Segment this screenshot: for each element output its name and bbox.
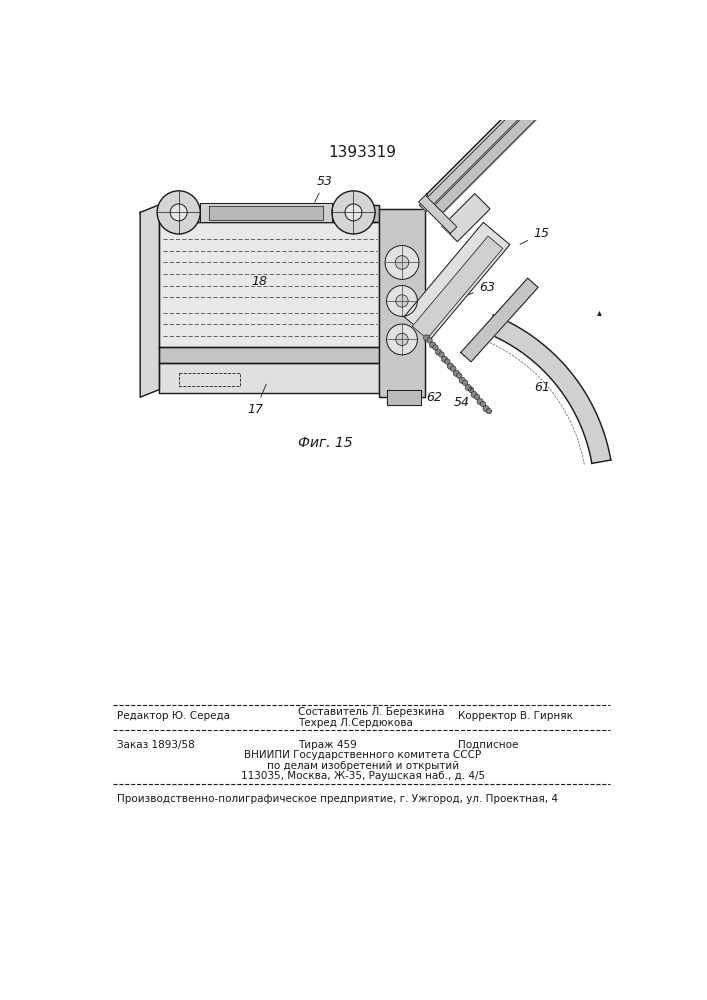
Circle shape bbox=[477, 399, 483, 405]
Circle shape bbox=[459, 377, 465, 383]
Circle shape bbox=[439, 352, 444, 357]
Polygon shape bbox=[426, 42, 596, 212]
Circle shape bbox=[396, 333, 408, 346]
Text: 15: 15 bbox=[520, 227, 549, 244]
Text: Тираж 459: Тираж 459 bbox=[298, 740, 357, 750]
Polygon shape bbox=[442, 194, 490, 242]
Polygon shape bbox=[435, 59, 589, 212]
Circle shape bbox=[457, 373, 462, 378]
Circle shape bbox=[170, 204, 187, 221]
Text: 63: 63 bbox=[469, 281, 495, 295]
Polygon shape bbox=[486, 315, 611, 463]
Circle shape bbox=[448, 363, 453, 369]
Circle shape bbox=[471, 391, 477, 398]
Text: 62: 62 bbox=[426, 391, 443, 404]
Circle shape bbox=[385, 246, 419, 279]
Circle shape bbox=[429, 342, 436, 348]
Polygon shape bbox=[461, 278, 538, 362]
Text: 17: 17 bbox=[247, 384, 266, 416]
Text: Техред Л.Сердюкова: Техред Л.Сердюкова bbox=[298, 718, 413, 728]
Text: по делам изобретений и открытий: по делам изобретений и открытий bbox=[267, 761, 459, 771]
Polygon shape bbox=[160, 205, 379, 222]
Polygon shape bbox=[387, 389, 421, 405]
Polygon shape bbox=[379, 209, 425, 397]
Circle shape bbox=[483, 406, 489, 412]
Text: 18: 18 bbox=[252, 275, 267, 288]
Circle shape bbox=[486, 408, 491, 414]
Text: 113035, Москва, Ж-35, Раушская наб., д. 4/5: 113035, Москва, Ж-35, Раушская наб., д. … bbox=[240, 771, 485, 781]
Text: 54: 54 bbox=[454, 388, 472, 409]
Polygon shape bbox=[419, 195, 457, 233]
Text: 61: 61 bbox=[534, 381, 551, 394]
Circle shape bbox=[465, 384, 472, 391]
Circle shape bbox=[345, 204, 362, 221]
Polygon shape bbox=[412, 236, 503, 339]
Circle shape bbox=[433, 345, 438, 350]
Text: Редактор Ю. Середа: Редактор Ю. Середа bbox=[117, 711, 230, 721]
Circle shape bbox=[427, 338, 432, 343]
Text: 1393319: 1393319 bbox=[329, 145, 397, 160]
Circle shape bbox=[480, 401, 486, 407]
Polygon shape bbox=[404, 222, 510, 339]
Text: Заказ 1893/58: Заказ 1893/58 bbox=[117, 740, 195, 750]
Text: Производственно-полиграфическое предприятие, г. Ужгород, ул. Проектная, 4: Производственно-полиграфическое предприя… bbox=[117, 794, 558, 804]
Circle shape bbox=[332, 191, 375, 234]
Polygon shape bbox=[160, 347, 379, 363]
Text: Корректор В. Гирняк: Корректор В. Гирняк bbox=[458, 711, 573, 721]
Text: Фиг. 15: Фиг. 15 bbox=[298, 436, 352, 450]
Polygon shape bbox=[140, 205, 160, 397]
Circle shape bbox=[469, 387, 474, 393]
Circle shape bbox=[387, 286, 417, 316]
Circle shape bbox=[396, 295, 408, 307]
Polygon shape bbox=[209, 206, 322, 220]
Polygon shape bbox=[200, 203, 332, 222]
Polygon shape bbox=[160, 363, 379, 393]
Circle shape bbox=[474, 394, 480, 400]
Polygon shape bbox=[419, 64, 568, 212]
Circle shape bbox=[423, 335, 430, 341]
Circle shape bbox=[387, 324, 417, 355]
Text: ▴: ▴ bbox=[597, 308, 602, 318]
Circle shape bbox=[436, 349, 442, 355]
Circle shape bbox=[450, 366, 456, 371]
Circle shape bbox=[395, 256, 409, 269]
Text: Подписное: Подписное bbox=[458, 740, 518, 750]
Polygon shape bbox=[160, 222, 379, 347]
Circle shape bbox=[453, 370, 460, 376]
Text: ВНИИПИ Государственного комитета СССР: ВНИИПИ Государственного комитета СССР bbox=[244, 750, 481, 760]
Text: 53: 53 bbox=[315, 175, 333, 202]
Circle shape bbox=[157, 191, 200, 234]
Circle shape bbox=[441, 356, 448, 362]
Circle shape bbox=[445, 359, 450, 364]
Text: Составитель Л. Березкина: Составитель Л. Березкина bbox=[298, 707, 445, 717]
Circle shape bbox=[462, 380, 468, 386]
